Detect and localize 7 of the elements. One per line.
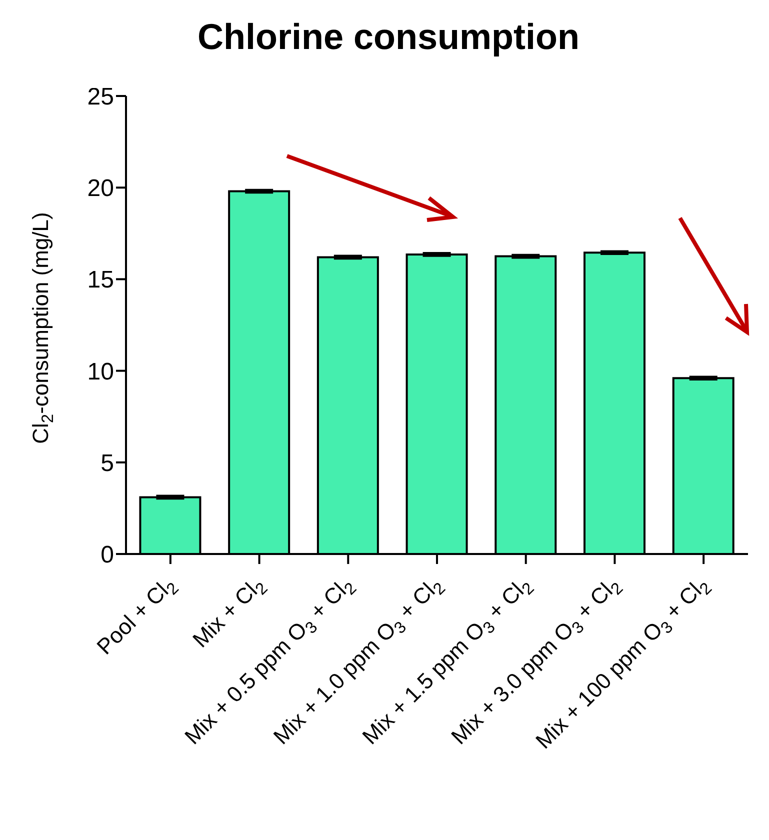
y-tick-label: 15 bbox=[87, 266, 114, 294]
y-tick-label: 25 bbox=[87, 84, 114, 111]
y-tick-label: 0 bbox=[100, 542, 114, 569]
y-tick-label: 10 bbox=[87, 358, 114, 386]
chart-title: Chlorine consumption bbox=[196, 16, 580, 58]
y-tick-label: 20 bbox=[87, 175, 114, 202]
y-tick-label: 5 bbox=[100, 450, 114, 477]
